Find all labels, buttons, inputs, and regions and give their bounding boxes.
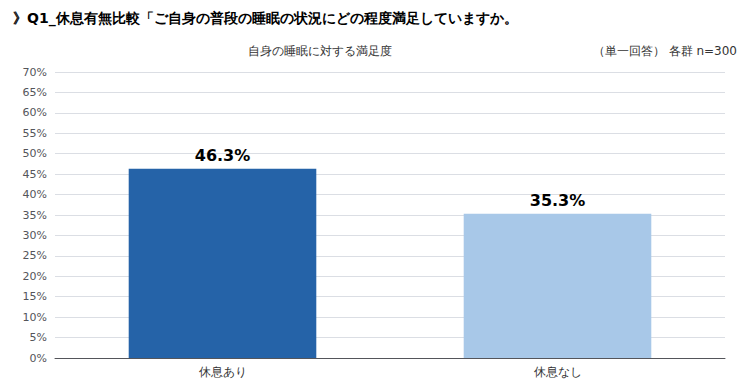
svg-text:自身の睡眠に対する満足度: 自身の睡眠に対する満足度 — [248, 44, 392, 58]
svg-text:10%: 10% — [23, 311, 47, 324]
svg-text:5%: 5% — [30, 331, 47, 344]
svg-text:休息なし: 休息なし — [534, 365, 582, 379]
svg-text:20%: 20% — [23, 270, 47, 283]
svg-text:休息あり: 休息あり — [199, 365, 247, 379]
svg-text:45%: 45% — [23, 168, 47, 181]
svg-text:46.3%: 46.3% — [195, 146, 251, 165]
svg-text:60%: 60% — [23, 106, 47, 119]
svg-text:30%: 30% — [23, 229, 47, 242]
svg-text:》Q1_休息有無比較「ご自身の普段の睡眠の状況にどの程度満足: 》Q1_休息有無比較「ご自身の普段の睡眠の状況にどの程度満足していますか。 — [13, 10, 518, 27]
svg-text:35.3%: 35.3% — [530, 191, 586, 210]
svg-text:55%: 55% — [23, 127, 47, 140]
svg-text:50%: 50% — [23, 147, 47, 160]
svg-text:65%: 65% — [23, 86, 47, 99]
svg-text:35%: 35% — [23, 209, 47, 222]
svg-text:25%: 25% — [23, 249, 47, 262]
svg-text:0%: 0% — [30, 352, 47, 365]
svg-text:40%: 40% — [23, 188, 47, 201]
svg-text:70%: 70% — [23, 66, 47, 79]
svg-text:（単一回答） 各群 n=300: （単一回答） 各群 n=300 — [593, 44, 737, 58]
svg-text:15%: 15% — [23, 290, 47, 303]
